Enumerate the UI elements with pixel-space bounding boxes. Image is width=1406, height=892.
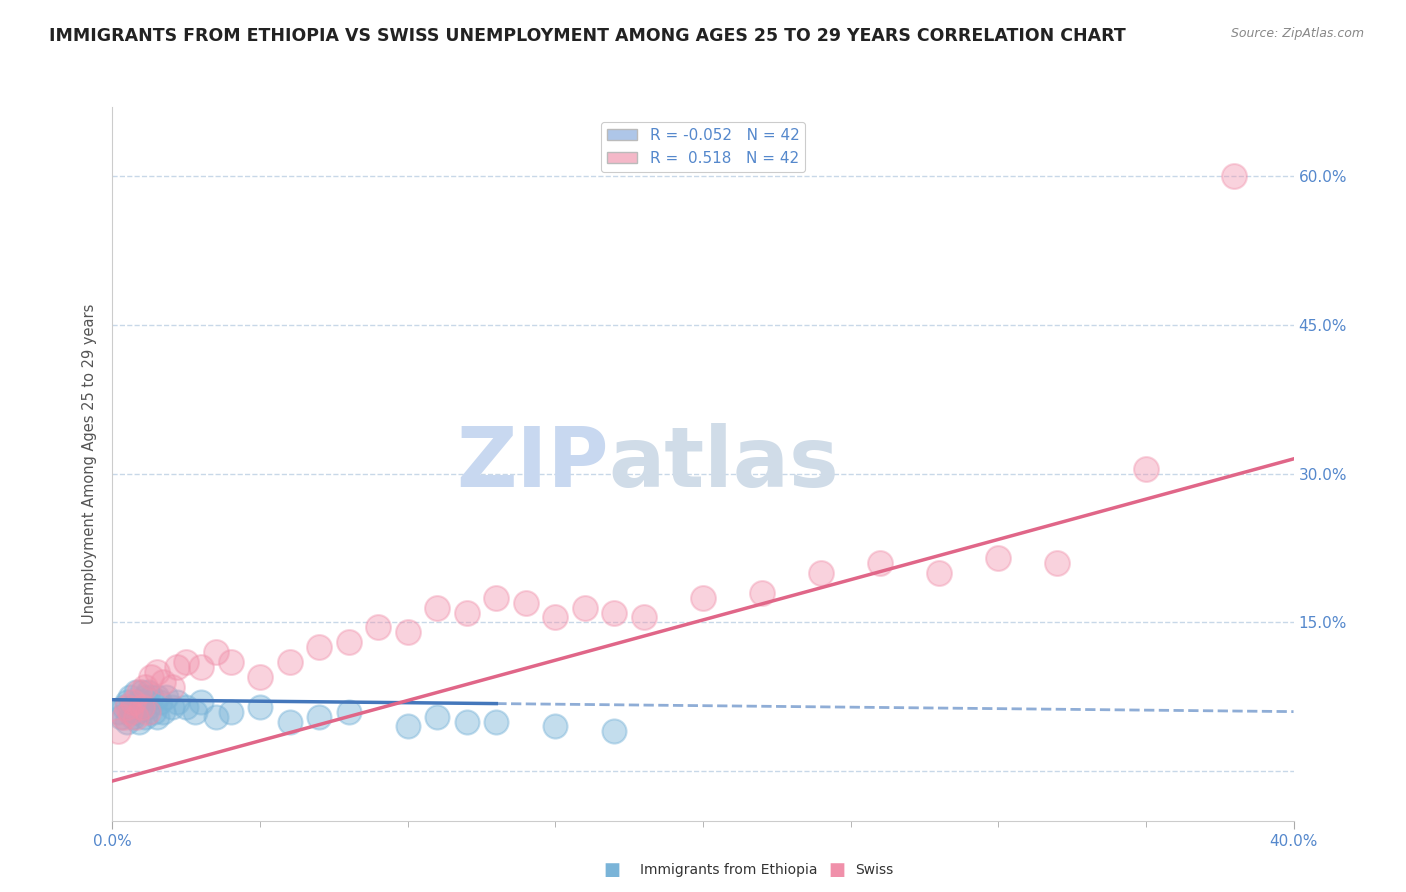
Point bbox=[125, 685, 148, 699]
Point bbox=[136, 699, 159, 714]
Point bbox=[485, 591, 508, 605]
Point bbox=[396, 625, 419, 640]
Point bbox=[146, 665, 169, 679]
Point bbox=[205, 645, 228, 659]
Point bbox=[1046, 556, 1069, 570]
Point bbox=[125, 709, 148, 723]
Point bbox=[117, 699, 138, 714]
Point bbox=[149, 695, 172, 709]
Point bbox=[117, 714, 138, 729]
Point bbox=[574, 600, 596, 615]
Point bbox=[160, 699, 183, 714]
Point bbox=[152, 705, 174, 719]
Point bbox=[456, 714, 478, 729]
Point bbox=[117, 695, 138, 709]
Point bbox=[515, 596, 537, 610]
Point bbox=[142, 705, 165, 719]
Text: Source: ZipAtlas.com: Source: ZipAtlas.com bbox=[1230, 27, 1364, 40]
Point bbox=[160, 680, 183, 694]
Point bbox=[107, 724, 129, 739]
Point bbox=[337, 635, 360, 649]
Point bbox=[426, 709, 449, 723]
Point bbox=[122, 709, 145, 723]
Point bbox=[1223, 169, 1246, 184]
Point bbox=[128, 714, 150, 729]
Point bbox=[155, 690, 177, 704]
Point bbox=[110, 709, 132, 723]
Text: ■: ■ bbox=[603, 861, 620, 879]
Point bbox=[544, 610, 567, 624]
Text: atlas: atlas bbox=[609, 424, 839, 504]
Point bbox=[810, 566, 832, 580]
Point bbox=[146, 709, 169, 723]
Text: Immigrants from Ethiopia: Immigrants from Ethiopia bbox=[640, 863, 817, 877]
Point bbox=[396, 719, 419, 733]
Point bbox=[128, 695, 150, 709]
Point bbox=[152, 674, 174, 689]
Point bbox=[134, 709, 156, 723]
Point bbox=[131, 685, 153, 699]
Point bbox=[219, 655, 242, 669]
Text: ZIP: ZIP bbox=[456, 424, 609, 504]
Point bbox=[122, 699, 145, 714]
Point bbox=[122, 695, 145, 709]
Point bbox=[308, 709, 330, 723]
Y-axis label: Unemployment Among Ages 25 to 29 years: Unemployment Among Ages 25 to 29 years bbox=[82, 303, 97, 624]
Point bbox=[190, 695, 212, 709]
Point bbox=[131, 699, 153, 714]
Point bbox=[107, 705, 129, 719]
Point bbox=[136, 705, 159, 719]
Point bbox=[928, 566, 950, 580]
Point bbox=[174, 655, 197, 669]
Point bbox=[603, 606, 626, 620]
Point bbox=[219, 705, 242, 719]
Point bbox=[249, 699, 271, 714]
Point bbox=[308, 640, 330, 655]
Point bbox=[205, 709, 228, 723]
Point bbox=[337, 705, 360, 719]
Point bbox=[1135, 462, 1157, 476]
Point bbox=[249, 670, 271, 684]
Point bbox=[184, 705, 207, 719]
Point bbox=[869, 556, 891, 570]
Point bbox=[139, 690, 162, 704]
Text: IMMIGRANTS FROM ETHIOPIA VS SWISS UNEMPLOYMENT AMONG AGES 25 TO 29 YEARS CORRELA: IMMIGRANTS FROM ETHIOPIA VS SWISS UNEMPL… bbox=[49, 27, 1126, 45]
Point bbox=[278, 655, 301, 669]
Point bbox=[146, 690, 169, 704]
Point bbox=[751, 585, 773, 599]
Point bbox=[136, 685, 159, 699]
Point bbox=[112, 699, 135, 714]
Point bbox=[544, 719, 567, 733]
Point bbox=[166, 660, 188, 674]
Point bbox=[692, 591, 714, 605]
Legend: R = -0.052   N = 42, R =  0.518   N = 42: R = -0.052 N = 42, R = 0.518 N = 42 bbox=[600, 122, 806, 171]
Point bbox=[603, 724, 626, 739]
Point bbox=[426, 600, 449, 615]
Point bbox=[190, 660, 212, 674]
Point bbox=[120, 690, 142, 704]
Point bbox=[456, 606, 478, 620]
Point bbox=[134, 690, 156, 704]
Text: Swiss: Swiss bbox=[855, 863, 893, 877]
Point bbox=[139, 670, 162, 684]
Point bbox=[174, 699, 197, 714]
Point bbox=[134, 680, 156, 694]
Point bbox=[112, 709, 135, 723]
Point bbox=[125, 705, 148, 719]
Point bbox=[166, 695, 188, 709]
Point bbox=[131, 699, 153, 714]
Point bbox=[128, 685, 150, 699]
Point bbox=[367, 620, 389, 634]
Text: ■: ■ bbox=[828, 861, 845, 879]
Point bbox=[987, 551, 1010, 566]
Point bbox=[278, 714, 301, 729]
Point bbox=[485, 714, 508, 729]
Point bbox=[633, 610, 655, 624]
Point bbox=[120, 705, 142, 719]
